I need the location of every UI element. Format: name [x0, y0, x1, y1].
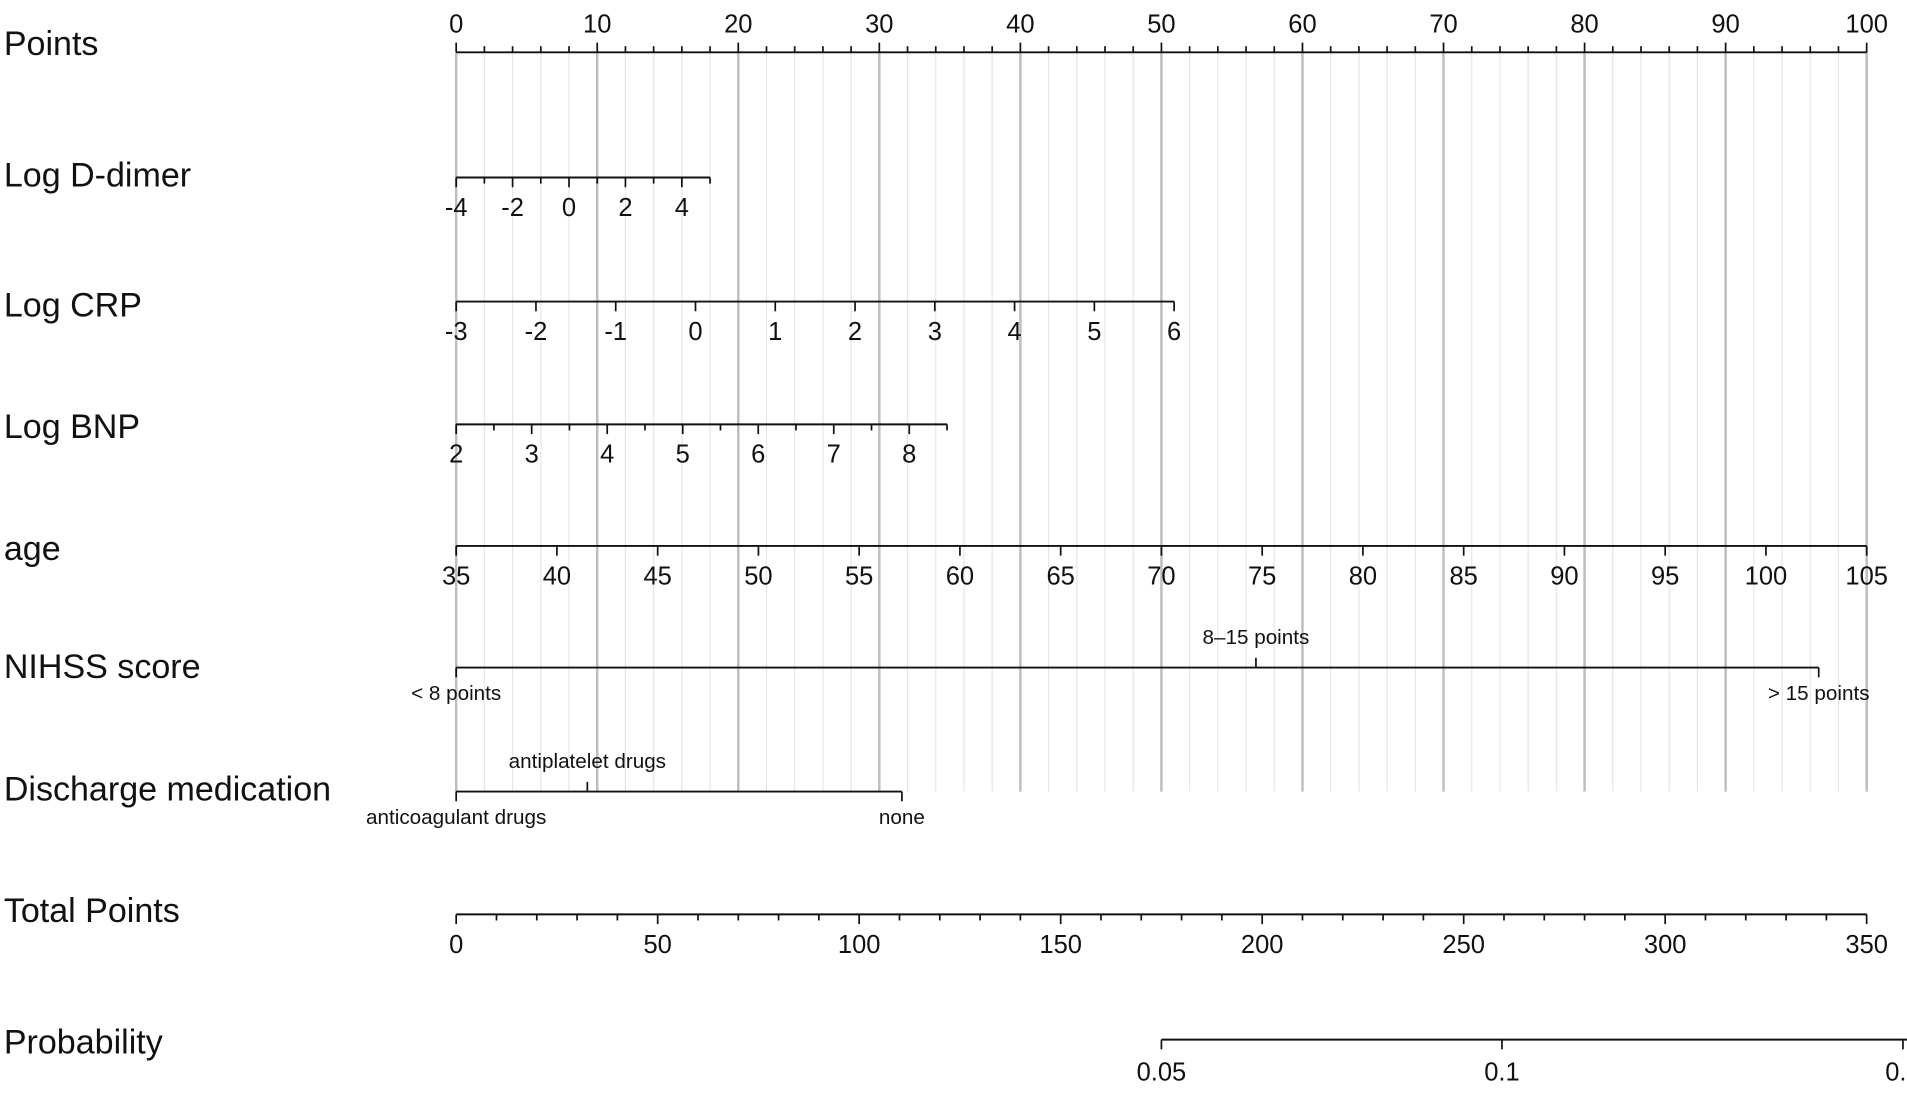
tick-label: 4	[675, 194, 689, 222]
category-label: anticoagulant drugs	[366, 806, 546, 829]
tick-label: 80	[1349, 562, 1377, 590]
tick-label: 2	[449, 441, 463, 469]
tick-label: 105	[1845, 562, 1888, 590]
tick-label: 4	[600, 441, 614, 469]
tick-label: 150	[1039, 931, 1082, 959]
tick-label: 65	[1046, 562, 1074, 590]
tick-label: 85	[1449, 562, 1477, 590]
tick-label: 75	[1248, 562, 1276, 590]
tick-label: 45	[643, 562, 671, 590]
grid	[454, 52, 1868, 792]
row-label: NIHSS score	[4, 648, 201, 686]
row-label: age	[4, 530, 61, 568]
tick-label: 0	[688, 318, 702, 346]
tick-label: 10	[583, 10, 611, 38]
category-label: > 15 points	[1768, 682, 1870, 705]
tick-label: 6	[1167, 318, 1181, 346]
tick-label: 0.1	[1484, 1058, 1519, 1086]
tick-label: 40	[543, 562, 571, 590]
category-label: < 8 points	[411, 682, 501, 705]
tick-label: 3	[525, 441, 539, 469]
tick-label: 100	[838, 931, 881, 959]
tick-label: 6	[751, 441, 765, 469]
tick-label: 35	[442, 562, 470, 590]
tick-label: 100	[1745, 562, 1788, 590]
row-label: Log CRP	[4, 287, 142, 325]
tick-label: 70	[1147, 562, 1175, 590]
tick-label: 90	[1550, 562, 1578, 590]
category-label: none	[879, 806, 925, 829]
tick-label: 20	[724, 10, 752, 38]
tick-label: 7	[827, 441, 841, 469]
tick-label: 5	[676, 441, 690, 469]
tick-label: 80	[1570, 10, 1598, 38]
tick-label: 2	[848, 318, 862, 346]
tick-label: -2	[501, 194, 524, 222]
row-label: Discharge medication	[4, 771, 331, 809]
row-label: Log BNP	[4, 408, 140, 446]
tick-label: 0.05	[1137, 1058, 1187, 1086]
tick-label: -1	[604, 318, 627, 346]
tick-label: 350	[1845, 931, 1888, 959]
tick-label: 300	[1644, 931, 1687, 959]
tick-label: 2	[618, 194, 632, 222]
tick-label: 1	[768, 318, 782, 346]
tick-label: 95	[1651, 562, 1679, 590]
category-label: antiplatelet drugs	[509, 750, 666, 773]
tick-label: 60	[946, 562, 974, 590]
tick-label: 50	[744, 562, 772, 590]
tick-label: -2	[525, 318, 548, 346]
tick-label: 0.2	[1885, 1058, 1907, 1086]
tick-label: 3	[928, 318, 942, 346]
tick-label: 40	[1006, 10, 1034, 38]
row-label: Total Points	[4, 892, 180, 930]
tick-label: 50	[1147, 10, 1175, 38]
tick-label: 0	[562, 194, 576, 222]
row-label: Points	[4, 25, 99, 63]
tick-label: 30	[865, 10, 893, 38]
tick-label: 8	[902, 441, 916, 469]
tick-label: -4	[445, 194, 468, 222]
tick-label: 70	[1429, 10, 1457, 38]
row-label: Probability	[4, 1023, 163, 1061]
row-label: Log D-dimer	[4, 157, 191, 195]
tick-label: 0	[449, 10, 463, 38]
tick-label: 60	[1288, 10, 1316, 38]
tick-label: 200	[1241, 931, 1284, 959]
tick-label: 90	[1711, 10, 1739, 38]
tick-label: 0	[449, 931, 463, 959]
tick-label: 100	[1845, 10, 1888, 38]
tick-label: 250	[1442, 931, 1485, 959]
tick-label: 5	[1087, 318, 1101, 346]
tick-label: 50	[643, 931, 671, 959]
tick-label: 4	[1007, 318, 1021, 346]
tick-label: 55	[845, 562, 873, 590]
category-label: 8–15 points	[1203, 626, 1310, 649]
tick-label: -3	[445, 318, 468, 346]
